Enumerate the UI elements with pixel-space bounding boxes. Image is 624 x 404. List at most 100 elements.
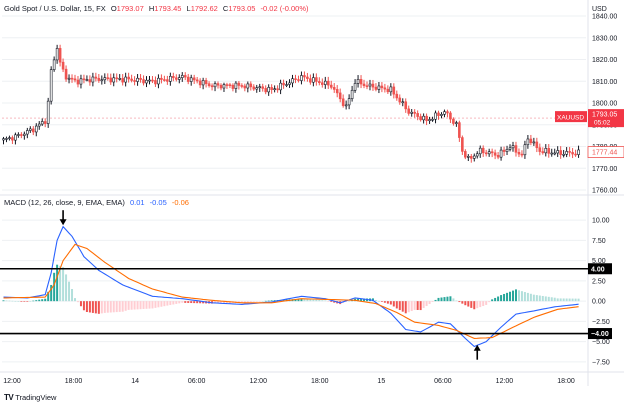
candle-body [82, 78, 86, 81]
arrow-up-head [473, 344, 481, 351]
histogram-bar [571, 298, 574, 302]
histogram-bar [473, 301, 476, 310]
histogram-bar [506, 292, 509, 302]
candle-body [106, 77, 110, 79]
candle-body [386, 88, 390, 93]
tradingview-logo: TV [4, 393, 14, 402]
histogram-bar [270, 300, 273, 302]
candle-body [55, 48, 59, 61]
histogram-bar [50, 284, 53, 302]
candle-body [496, 154, 500, 158]
histogram-bar [383, 301, 386, 303]
candle-body [300, 75, 303, 81]
macd-tick-label: 0.00 [592, 299, 606, 306]
candle-body [219, 84, 223, 89]
candle-body [11, 137, 14, 141]
close-label: C [222, 4, 229, 13]
histogram-bar [14, 300, 17, 302]
price-tick-label: 1760.00 [592, 188, 617, 195]
candle-body [264, 88, 267, 93]
histogram-bar [121, 301, 124, 312]
candle-body [523, 144, 527, 156]
histogram-bar [523, 292, 526, 302]
histogram-bar [273, 300, 276, 302]
histogram-bar [407, 301, 410, 313]
histogram-bar [330, 301, 333, 302]
macd-tick-label: −7.50 [592, 359, 610, 366]
candle-body [422, 115, 425, 121]
histogram-bar [377, 300, 380, 302]
histogram-bar [574, 298, 577, 302]
histogram-bar [398, 301, 401, 311]
candle-body [505, 149, 509, 152]
candle-body [130, 78, 133, 81]
histogram-bar [556, 298, 559, 302]
histogram-bar [85, 301, 88, 313]
candle-body [142, 79, 145, 84]
time-axis: 12:00 18:00 14 06:00 12:00 18:00 15 06:00 12:00 1… [3, 378, 575, 385]
candle-body [243, 85, 247, 89]
candle-body [312, 77, 315, 83]
candle-body [291, 78, 294, 84]
histogram-bar [437, 297, 440, 302]
histogram-bar [196, 301, 199, 304]
candle-body [368, 83, 372, 87]
histogram-bar [38, 299, 41, 302]
candle-body [234, 82, 238, 89]
candle-body [344, 104, 348, 107]
histogram-bar [267, 300, 270, 302]
histogram-bar [124, 301, 127, 311]
candle-body [484, 152, 488, 155]
candle-body [154, 80, 157, 85]
candle-body [273, 88, 276, 90]
histogram-bar [565, 298, 568, 302]
histogram-bar [258, 301, 261, 302]
histogram-bar [190, 301, 193, 304]
histogram-bar [2, 300, 5, 302]
price-tag-countdown: 05:02 [594, 120, 611, 127]
histogram-bar [324, 300, 327, 302]
histogram-bar [348, 300, 351, 302]
candle-body [222, 84, 226, 89]
price-tick-label: 1810.00 [592, 79, 617, 86]
candle-body [538, 147, 542, 152]
histogram-bar [318, 300, 321, 302]
candle-body [43, 121, 47, 124]
candle-body [17, 134, 20, 136]
candle-body [398, 97, 402, 103]
histogram-bar [23, 301, 26, 302]
histogram-bar [479, 301, 482, 308]
candle-body [303, 75, 306, 78]
histogram-bar [529, 293, 532, 302]
histogram-bar [181, 301, 184, 303]
histogram-bar [47, 291, 50, 302]
histogram-bar [264, 300, 267, 302]
candle-body [121, 78, 124, 83]
histogram-bar [97, 301, 100, 314]
histogram-bar [112, 301, 115, 313]
time-tick-label: 14 [131, 378, 139, 385]
candle-body [359, 79, 363, 85]
candle-body [237, 82, 241, 86]
histogram-bar [538, 295, 541, 302]
histogram-bar [449, 296, 452, 302]
histogram-bar [562, 298, 565, 302]
histogram-bar [306, 299, 309, 302]
candle-body [85, 79, 89, 81]
candle-body [210, 85, 214, 88]
histogram-bar [59, 265, 62, 302]
histogram-bar [154, 301, 157, 308]
histogram-bar [503, 293, 506, 302]
macd-tick-label: 7.50 [592, 238, 606, 245]
signal-value: -0.05 [149, 198, 167, 207]
candle-body [157, 77, 160, 85]
symbol-tag-box [555, 111, 587, 123]
candle-body [94, 76, 98, 79]
histogram-bar [482, 301, 485, 307]
candle-body [282, 82, 285, 86]
histogram-bar [133, 301, 136, 310]
histogram-bar [178, 301, 181, 304]
macd-tick-label: −5.00 [592, 339, 610, 346]
candle-body [58, 48, 62, 63]
